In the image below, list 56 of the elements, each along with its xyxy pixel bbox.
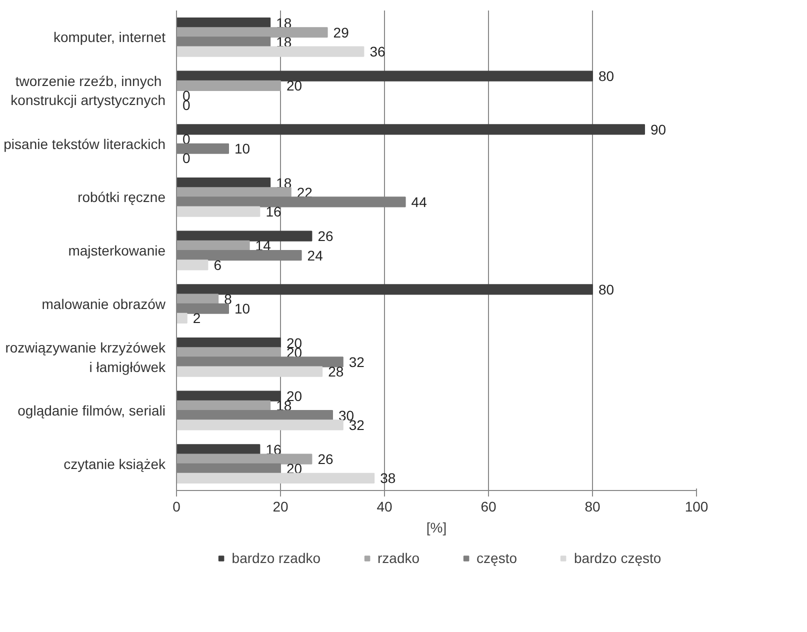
data-label: 10: [234, 140, 250, 157]
legend-label: często: [476, 550, 518, 566]
x-tick-label: 80: [584, 498, 600, 514]
y-tick-label: rozwiązywanie krzyżówek i łamigłówek: [5, 340, 166, 375]
data-label: 36: [370, 44, 386, 60]
bar: [176, 390, 281, 402]
data-label: 44: [411, 194, 428, 210]
data-label: 28: [328, 364, 344, 380]
data-label: 90: [650, 121, 666, 138]
legend-label: bardzo często: [574, 550, 662, 566]
bar: [176, 294, 219, 304]
data-label: 8: [224, 291, 232, 308]
bar: [176, 420, 344, 430]
x-tick-label: 40: [376, 498, 392, 514]
data-label: 16: [266, 204, 282, 220]
bar: [176, 472, 375, 484]
bar: [176, 70, 593, 82]
bar: [176, 366, 323, 377]
bar: [176, 454, 312, 464]
y-tick-label: czytanie książek: [64, 456, 166, 472]
data-label: 24: [307, 247, 324, 264]
legend-label: bardzo rzadko: [232, 550, 321, 566]
bar: [176, 230, 312, 242]
x-tick-label: 0: [172, 498, 181, 514]
data-label: 26: [318, 451, 334, 468]
bar: [176, 124, 645, 135]
data-label: 38: [380, 470, 396, 486]
bar: [176, 206, 260, 217]
data-label: 80: [598, 68, 614, 84]
data-label: 6: [214, 256, 222, 273]
bar: [176, 46, 364, 57]
y-tick-label: komputer, internet: [53, 29, 166, 46]
data-label: 80: [598, 281, 614, 298]
y-tick-label: majsterkowanie: [68, 242, 166, 258]
x-tick-label: 20: [272, 498, 288, 514]
data-label: 32: [348, 354, 365, 370]
bar: [176, 80, 281, 91]
data-label: 29: [333, 24, 350, 40]
x-tick-label: 100: [684, 498, 708, 514]
y-tick-label: tworzenie rzeźb, innych konstrukcji artystycznych: [10, 72, 166, 108]
bar: [176, 27, 328, 38]
data-label: 0: [182, 150, 190, 166]
data-label: 20: [286, 78, 302, 94]
data-label: 26: [318, 228, 334, 244]
y-tick-label: malowanie obrazów: [42, 296, 166, 312]
bar: [176, 260, 208, 270]
y-tick-label: pisanie tekstów literackich: [4, 136, 166, 152]
data-label: 10: [234, 300, 250, 317]
y-tick-label: oglądanie filmów, seriali: [18, 402, 166, 418]
legend-label: rzadko: [378, 550, 420, 566]
x-tick-label: 60: [480, 498, 496, 514]
bar: [176, 284, 593, 295]
x-axis-title: [%]: [426, 520, 447, 536]
bar: [176, 312, 188, 324]
data-label: 2: [192, 310, 201, 326]
y-tick-label: robótki ręczne: [78, 189, 166, 206]
